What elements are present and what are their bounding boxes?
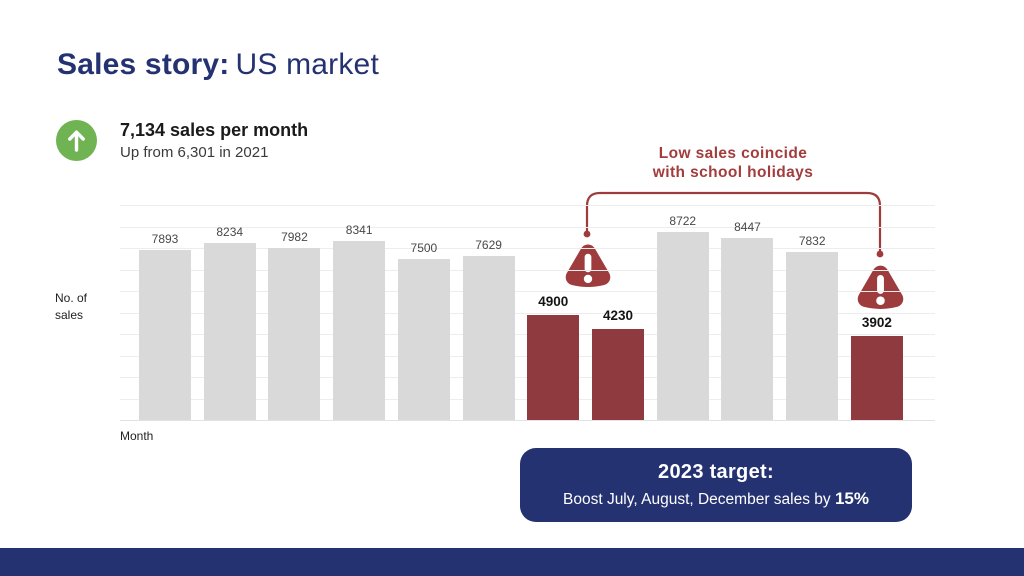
- bar-slot: 8722: [656, 205, 709, 420]
- bar-value-label: 7832: [798, 234, 826, 248]
- annotation-text: Low sales coincide with school holidays: [583, 144, 883, 182]
- bar-value-label: 8722: [669, 214, 697, 228]
- bar-highlighted: [527, 315, 580, 420]
- bar-value-label: 7982: [281, 230, 308, 244]
- bar: [462, 256, 515, 420]
- bar-chart: 7893 8234 7982 8341 7500 7629 4900 4230 8722 8447…: [120, 205, 935, 421]
- bar: [656, 232, 709, 420]
- target-body-bold: 15%: [834, 489, 869, 508]
- target-callout: 2023 target: Boost July, August, Decembe…: [520, 448, 912, 522]
- page-title-regular: US market: [235, 48, 379, 81]
- bar-slot: 8341: [333, 205, 386, 420]
- target-title: 2023 target:: [658, 461, 774, 483]
- bar-slot: 4900: [527, 205, 580, 420]
- bar-slot: 8234: [203, 205, 256, 420]
- bar: [203, 243, 256, 420]
- gridline: [120, 269, 935, 271]
- bar-slot: 7629: [462, 205, 515, 420]
- bar-slot: 7500: [397, 205, 450, 420]
- bar: [268, 248, 321, 420]
- bar-highlighted: [850, 336, 903, 420]
- bar-value-label: 7629: [475, 238, 502, 252]
- bar: [333, 241, 386, 420]
- annotation-bracket: [583, 191, 884, 258]
- annotation-line-1: Low sales coincide: [658, 145, 808, 162]
- bar-value-label: 8234: [216, 225, 244, 239]
- y-axis-label: No. of sales: [55, 291, 88, 322]
- bar-value-label: 8341: [345, 223, 373, 237]
- bar-value-label: 7500: [410, 241, 438, 255]
- gridline: [120, 248, 935, 249]
- kpi-text: 7,134 sales per month Up from 6,301 in 2…: [120, 120, 308, 161]
- kpi-subline: Up from 6,301 in 2021: [120, 144, 269, 161]
- kpi-block: 7,134 sales per month Up from 6,301 in 2…: [56, 120, 308, 161]
- bar: [139, 250, 191, 420]
- bar-series: 7893 8234 7982 8341 7500 7629 4900 4230 8722 8447…: [139, 205, 903, 420]
- x-axis-label: Month: [120, 429, 154, 443]
- target-body-text: Boost July, August, December sales by: [563, 491, 835, 508]
- footer-strip: [0, 548, 1024, 576]
- gridline: [120, 226, 935, 228]
- bar-slot: 3902: [850, 205, 903, 420]
- warning-icon: [854, 263, 907, 311]
- page-title-bold: Sales story:: [57, 48, 230, 81]
- gridline: [120, 291, 935, 292]
- gridline: [120, 312, 935, 314]
- bar: [397, 259, 450, 420]
- gridline: [120, 205, 935, 206]
- bar-slot: 4230: [592, 205, 645, 420]
- annotation-line-2: with school holidays: [652, 164, 814, 181]
- bar: [786, 252, 839, 420]
- bar-value-label: 4900: [538, 294, 569, 309]
- page-title: Sales story: US market: [57, 48, 379, 82]
- up-arrow-circle-icon: [56, 120, 97, 161]
- bar: [721, 238, 774, 420]
- bar-value-label: 7893: [151, 232, 179, 246]
- bar-value-label: 4230: [603, 308, 634, 323]
- gridline: [120, 420, 935, 421]
- bar-highlighted: [592, 329, 645, 420]
- bar-slot: 7982: [268, 205, 321, 420]
- target-body: Boost July, August, December sales by 15…: [563, 489, 869, 509]
- bar-slot: 8447: [721, 205, 774, 420]
- bar-value-label: 8447: [734, 220, 761, 234]
- bar-slot: 7832: [786, 205, 839, 420]
- kpi-headline: 7,134 sales per month: [120, 120, 309, 140]
- warning-icon: [562, 242, 614, 289]
- bar-slot: 7893: [139, 205, 191, 420]
- bar-value-label: 3902: [861, 315, 892, 330]
